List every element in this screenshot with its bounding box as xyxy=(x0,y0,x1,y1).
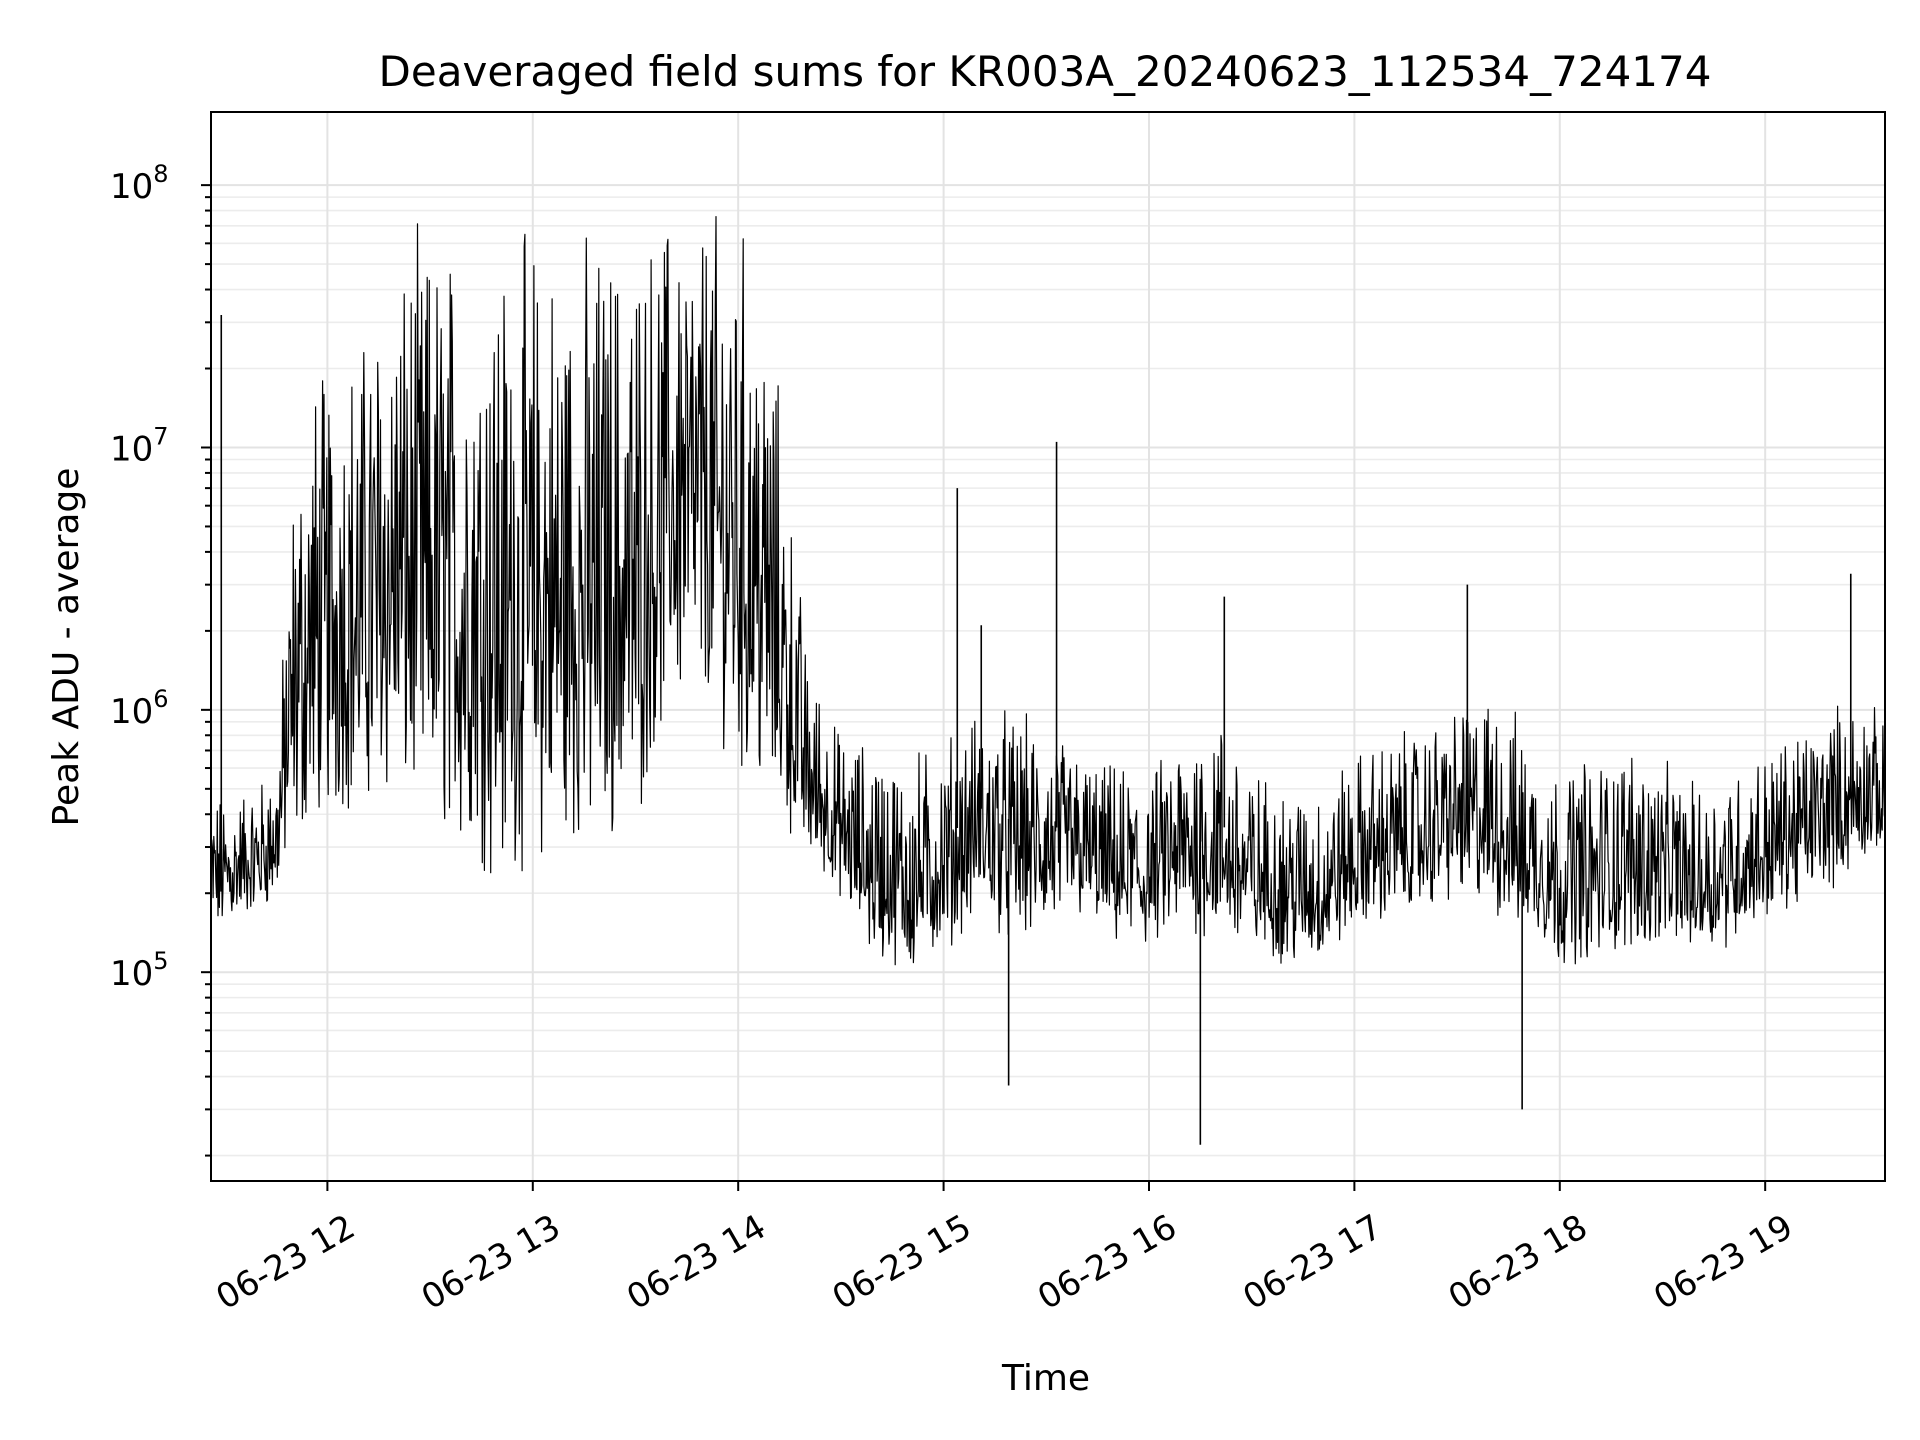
y-tick-label: 108 xyxy=(110,160,169,207)
series-group xyxy=(211,216,1885,1145)
y-tick-exponent: 6 xyxy=(153,685,168,713)
y-tick-label: 106 xyxy=(110,685,169,732)
y-tick-exponent: 5 xyxy=(153,947,168,975)
plot-frame xyxy=(210,111,1886,1182)
y-tick-label: 105 xyxy=(110,947,169,994)
y-tick-base: 10 xyxy=(110,954,153,994)
y-tick-base: 10 xyxy=(110,429,153,469)
y-tick-base: 10 xyxy=(110,167,153,207)
y-tick-exponent: 8 xyxy=(153,160,168,188)
major-grid xyxy=(211,112,1885,1181)
y-tick-label: 107 xyxy=(110,422,169,469)
y-tick-exponent: 7 xyxy=(153,422,168,450)
chart-title: Deaveraged field sums for KR003A_2024062… xyxy=(379,47,1712,96)
x-axis-label: Time xyxy=(1001,1358,1090,1399)
series-line xyxy=(211,216,1885,966)
y-axis-label: Peak ADU - average xyxy=(46,468,87,827)
y-tick-base: 10 xyxy=(110,692,153,732)
